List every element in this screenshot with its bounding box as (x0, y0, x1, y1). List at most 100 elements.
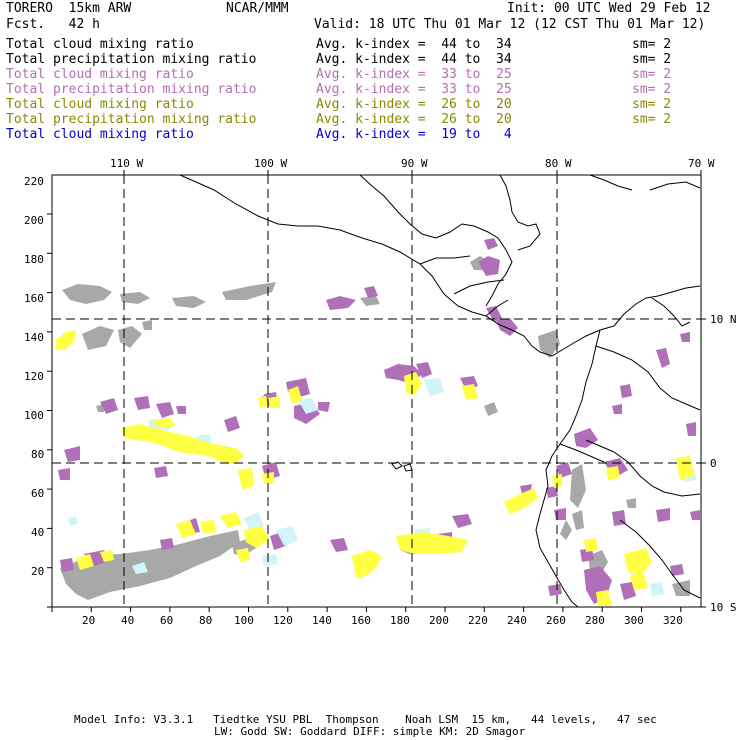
bottom-axis-label: 60 (160, 614, 173, 627)
bottom-axis-label: 160 (351, 614, 371, 627)
cloud-patch (244, 512, 264, 530)
cloud-patch (352, 550, 382, 578)
legend-sm: sm= 2 (632, 37, 672, 52)
legend-kindex: Avg. k-index = 33 to 25 (316, 82, 512, 97)
legend-sm: sm= 2 (632, 82, 672, 97)
cloud-patch (122, 424, 244, 464)
cloud-patch (624, 548, 652, 576)
cloud-patch (560, 520, 572, 540)
cloud-patch (134, 396, 150, 410)
cloud-patch (76, 554, 94, 570)
map-frame (51, 174, 702, 608)
coastlines (179, 174, 701, 608)
legend-field: Total precipitation mixing ratio (6, 52, 257, 67)
bottom-axis-label: 300 (624, 614, 644, 627)
coastline-cuba (589, 174, 633, 191)
coastline-central-america (179, 174, 615, 357)
cloud-patch (478, 256, 500, 276)
cloud-patch (656, 348, 670, 368)
cloud-patch (326, 296, 356, 310)
cloud-patch (172, 296, 206, 308)
border-line (595, 345, 701, 411)
cloud-patch (690, 510, 700, 520)
bottom-axis-label: 40 (121, 614, 134, 627)
cloud-patch (484, 238, 498, 250)
cloud-patch (484, 402, 498, 416)
cloud-patch (548, 584, 562, 596)
cloud-patch (152, 418, 176, 428)
legend-field: Total cloud mixing ratio (6, 37, 194, 52)
cloud-patch (360, 296, 380, 306)
cloud-patch (620, 384, 632, 398)
forecast-hour: Fcst. 42 h (6, 17, 100, 32)
coastline-colombia-pacific (535, 329, 601, 608)
cloud-patch (584, 538, 598, 552)
cloud-patch (262, 554, 278, 566)
yellow-cloud-areas (56, 330, 694, 606)
cloud-patch (176, 520, 196, 538)
cloud-patch (496, 318, 518, 336)
legend-field: Total precipitation mixing ratio (6, 112, 257, 127)
cloud-patch (258, 396, 268, 408)
axis-ticks (47, 170, 706, 612)
model-info-line-1: Model Info: V3.3.1 Tiedtke YSU PBL Thomp… (74, 713, 657, 726)
coastline-lake (651, 297, 691, 327)
coastline-yucatan (499, 174, 541, 251)
gray-cloud-areas (60, 256, 690, 600)
top-axis-label: 70 W (688, 157, 715, 170)
bottom-axis-label: 180 (390, 614, 410, 627)
cloud-patch (554, 508, 566, 520)
cloud-patch (318, 402, 330, 412)
cloud-patch (424, 378, 444, 396)
cloud-patch (462, 384, 478, 400)
right-axis-label: 0 (710, 457, 717, 470)
cloud-patch (120, 292, 150, 304)
legend-kindex: Avg. k-index = 26 to 20 (316, 112, 512, 127)
right-axis-label: 10 S (710, 601, 737, 614)
cloud-patch (580, 548, 594, 562)
cloud-patch (552, 474, 562, 488)
cloud-patch (504, 488, 538, 514)
cloud-patch (224, 416, 240, 432)
cloud-patch (100, 398, 118, 414)
left-axis-label: 160 (24, 292, 44, 305)
valid-time: Valid: 18 UTC Thu 01 Mar 12 (12 CST Thu … (314, 17, 706, 32)
cloud-patch (672, 580, 690, 596)
cloud-patch (288, 386, 302, 404)
cloud-patch (160, 538, 174, 550)
top-axis-label: 90 W (401, 157, 428, 170)
init-time: Init: 00 UTC Wed 29 Feb 12 (507, 1, 711, 16)
bottom-axis-label: 240 (507, 614, 527, 627)
legend-field: Total cloud mixing ratio (6, 67, 194, 82)
cloud-patch (416, 362, 432, 378)
cloud-patch (244, 526, 270, 548)
bottom-axis-label: 120 (273, 614, 293, 627)
coastline-hispaniola (649, 181, 701, 191)
cloud-patch (156, 402, 174, 418)
left-axis-label: 200 (24, 214, 44, 227)
cloud-patch (570, 464, 586, 508)
cloud-patch (612, 510, 626, 526)
cloud-patch (452, 514, 472, 528)
cloud-patch (298, 398, 318, 414)
cloud-patch (364, 286, 378, 298)
cloud-patch (670, 564, 684, 576)
bottom-axis-label: 280 (585, 614, 605, 627)
cloud-patch (118, 326, 142, 348)
border-line (619, 519, 701, 599)
legend-field: Total cloud mixing ratio (6, 97, 194, 112)
bottom-axis-label: 260 (546, 614, 566, 627)
coastline-caribbean-north (359, 174, 513, 307)
cloud-patch (556, 462, 572, 478)
legend-kindex: Avg. k-index = 33 to 25 (316, 67, 512, 82)
border-line (453, 279, 505, 295)
cloud-patch (626, 498, 636, 508)
cloud-patch (612, 404, 622, 414)
model-title: TORERO 15km ARW (6, 1, 132, 16)
org-label: NCAR/MMM (226, 1, 289, 16)
axis-labels: 110 W 100 W 90 W 80 W 70 W 10 N 0 10 S 2… (24, 157, 737, 627)
legend-kindex: Avg. k-index = 44 to 34 (316, 37, 512, 52)
bottom-axis-label: 220 (468, 614, 488, 627)
cloud-patch (650, 582, 664, 596)
legend-field: Total precipitation mixing ratio (6, 82, 257, 97)
